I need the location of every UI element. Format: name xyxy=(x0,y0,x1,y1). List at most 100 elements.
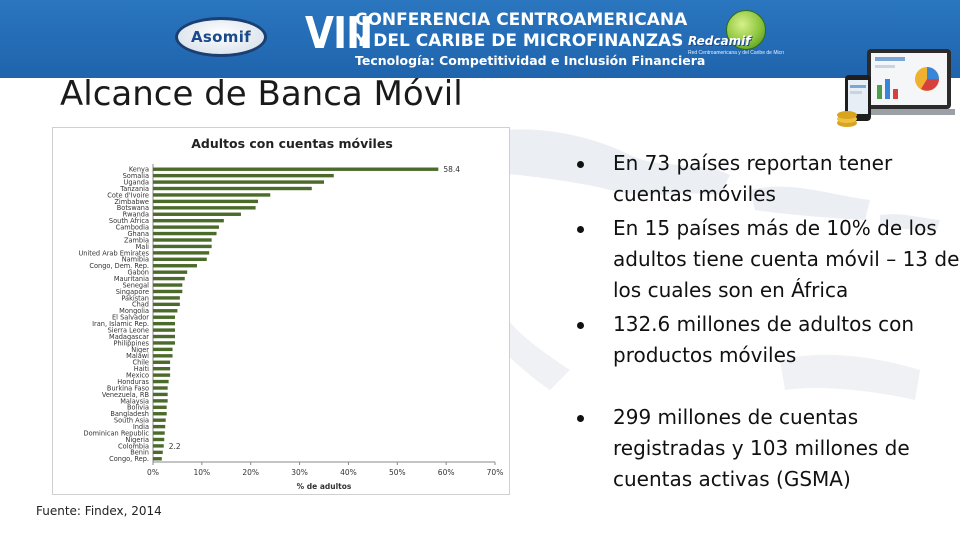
redcamif-logo-text: Redcamif xyxy=(688,34,751,48)
chart-bar xyxy=(153,193,271,197)
category-label: Gabon xyxy=(127,269,149,277)
chart-title: Adultos con cuentas móviles xyxy=(191,136,393,151)
conference-subtitle: Tecnología: Competitividad e Inclusión F… xyxy=(355,53,706,68)
bullet-text: En 15 países más de 10% de los adultos t… xyxy=(613,216,960,302)
category-label: Malawi xyxy=(126,352,149,360)
bullet-text: 132.6 millones de adultos con productos … xyxy=(613,312,915,367)
chart-bar xyxy=(153,296,180,300)
chart-bar xyxy=(153,173,334,178)
chart-bar xyxy=(153,218,224,223)
chart-bar xyxy=(153,437,165,442)
redcamif-logo: Redcamif Red Centroamericana y del Carib… xyxy=(688,10,784,68)
asomif-logo: Asomif xyxy=(175,17,267,57)
category-label: Uganda xyxy=(124,178,149,186)
category-label: Mongolia xyxy=(119,307,149,315)
category-label: Kenya xyxy=(129,166,149,174)
category-label: Dominican Republic xyxy=(84,429,150,437)
chart-bar xyxy=(153,347,173,352)
x-tick-label: 0% xyxy=(147,468,159,477)
bullet-icon xyxy=(577,322,584,329)
chart-bar xyxy=(153,186,312,191)
chart-bar xyxy=(153,444,164,448)
category-label: Chad xyxy=(132,301,149,309)
x-tick-label: 20% xyxy=(242,468,259,477)
category-label: Bolivia xyxy=(127,404,149,412)
data-label: 58.4 xyxy=(443,165,460,174)
bullet-text: En 73 países reportan tener cuentas móvi… xyxy=(613,151,893,206)
slide-title: Alcance de Banca Móvil xyxy=(60,74,463,114)
chart-bar xyxy=(153,244,212,249)
chart-bar xyxy=(153,418,166,422)
category-label: Burkina Faso xyxy=(107,384,149,392)
bullet-icon xyxy=(577,226,584,233)
category-label: Honduras xyxy=(117,378,149,386)
category-label: Zimbabwe xyxy=(114,198,149,206)
category-label: Sierra Leone xyxy=(108,326,149,334)
conference-title-line1: CONFERENCIA CENTROAMERICANA xyxy=(355,10,688,30)
bullet-icon xyxy=(577,161,584,168)
asomif-logo-text: Asomif xyxy=(191,28,251,46)
category-label: Pakistan xyxy=(121,294,149,302)
category-label: Nigeria xyxy=(125,436,149,444)
source-note: Fuente: Findex, 2014 xyxy=(36,504,162,518)
chart-bar xyxy=(153,386,168,390)
chart-bar xyxy=(153,373,171,377)
conference-edition: VIII xyxy=(305,8,373,59)
chart-bar xyxy=(153,276,185,281)
x-tick-label: 10% xyxy=(194,468,211,477)
x-tick-label: 70% xyxy=(487,468,504,477)
chart-bar xyxy=(153,341,175,345)
chart-bar xyxy=(153,412,167,416)
chart-bar xyxy=(153,334,175,339)
chart-bar xyxy=(153,264,197,268)
category-label: Mauritania xyxy=(114,275,149,283)
category-label: Chile xyxy=(132,359,149,367)
chart-bar xyxy=(153,431,165,435)
chart-bar xyxy=(153,360,171,364)
chart-bar xyxy=(153,315,175,319)
chart-bar xyxy=(153,238,212,242)
chart-bar xyxy=(153,328,175,332)
category-label: India xyxy=(133,423,149,431)
chart-bar xyxy=(153,180,324,184)
chart-bar xyxy=(153,302,180,307)
category-label: Ghana xyxy=(127,230,149,238)
chart-bar xyxy=(153,366,171,371)
category-label: Congo, Rep. xyxy=(109,455,149,463)
chart-bar xyxy=(153,270,188,274)
category-label: Rwanda xyxy=(123,211,149,219)
chart-bar xyxy=(153,251,210,255)
chart-bar xyxy=(153,283,183,287)
category-label: Bangladesh xyxy=(110,410,149,418)
chart-bar xyxy=(153,392,168,397)
category-label: Iran, Islamic Rep. xyxy=(92,320,149,328)
x-tick-label: 60% xyxy=(438,468,455,477)
chart-bar xyxy=(153,379,169,384)
category-label: Botswana xyxy=(117,204,149,212)
x-tick-label: 30% xyxy=(291,468,308,477)
chart-bar xyxy=(153,167,439,171)
bullet-item: En 73 países reportan tener cuentas móvi… xyxy=(575,148,960,210)
category-label: Madagascar xyxy=(109,333,149,341)
category-label: El Salvador xyxy=(112,314,149,322)
chart-bar xyxy=(153,457,162,461)
category-label: Congo, Dem. Rep. xyxy=(89,262,149,270)
category-label: Venezuela, RB xyxy=(102,391,150,399)
chart-bar xyxy=(153,399,168,403)
chart-bar xyxy=(153,225,219,229)
chart-bar xyxy=(153,309,178,313)
globe-icon xyxy=(726,10,766,50)
category-label: Namibia xyxy=(122,256,149,264)
chart-bar xyxy=(153,212,241,216)
category-label: Zambia xyxy=(124,236,149,244)
chart-bar xyxy=(153,199,259,204)
category-label: Mexico xyxy=(126,372,149,380)
bullet-list: En 73 países reportan tener cuentas móvi… xyxy=(575,148,960,498)
category-label: Mali xyxy=(136,243,150,251)
category-label: Colombia xyxy=(118,442,149,450)
conference-banner: Asomif VIII CONFERENCIA CENTROAMERICANA … xyxy=(0,0,960,78)
category-label: Cambodia xyxy=(116,224,149,232)
mobile-devices-illustration xyxy=(837,49,955,127)
category-label: Somalia xyxy=(123,172,149,180)
category-label: Senegal xyxy=(122,281,149,289)
